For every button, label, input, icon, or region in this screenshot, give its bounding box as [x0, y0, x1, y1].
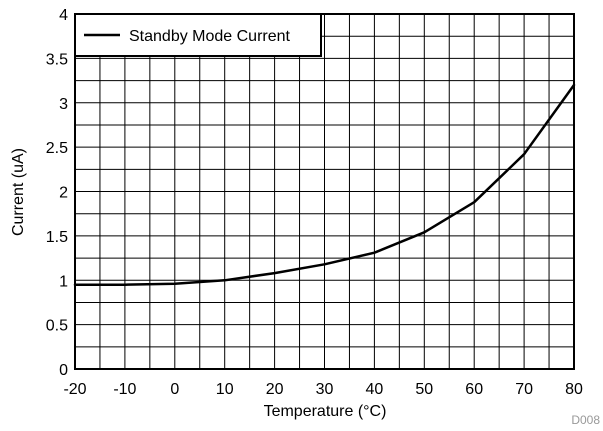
data-point	[423, 231, 426, 234]
y-axis-title: Current (uA)	[10, 148, 27, 236]
y-tick-label: 1.5	[46, 229, 68, 246]
x-tick-label: 30	[316, 381, 334, 398]
y-tick-label: 0.5	[46, 318, 68, 335]
data-point	[273, 272, 276, 275]
legend: Standby Mode Current	[74, 13, 322, 57]
plot-frame	[74, 13, 575, 370]
data-point	[173, 282, 176, 285]
x-axis-title: Temperature (°C)	[264, 403, 387, 420]
series-layer	[73, 83, 576, 286]
data-point	[323, 263, 326, 266]
x-tick-label: 50	[415, 381, 433, 398]
x-tick-label: 0	[170, 381, 179, 398]
y-tick-label: 4	[59, 7, 68, 24]
data-point	[373, 251, 376, 254]
y-tick-label: 2.5	[46, 140, 68, 157]
grid	[75, 14, 574, 369]
x-tick-label: 10	[216, 381, 234, 398]
x-tick-label: -20	[63, 381, 86, 398]
y-tick-label: 3	[59, 96, 68, 113]
x-tick-label: -10	[113, 381, 136, 398]
x-tick-label: 70	[515, 381, 533, 398]
x-tick-label: 20	[266, 381, 284, 398]
data-point	[123, 283, 126, 286]
y-tick-label: 0	[59, 362, 68, 379]
data-point	[473, 201, 476, 204]
y-tick-label: 1	[59, 273, 68, 290]
legend-box	[74, 13, 322, 57]
x-tick-label: 80	[565, 381, 583, 398]
data-point	[523, 153, 526, 156]
x-tick-label: 60	[465, 381, 483, 398]
legend-label: Standby Mode Current	[129, 28, 291, 45]
x-tick-label: 40	[366, 381, 384, 398]
y-tick-label: 2	[59, 185, 68, 202]
y-tick-label: 3.5	[46, 51, 68, 68]
data-point	[223, 279, 226, 282]
figure-id-annotation: D008	[571, 413, 600, 426]
tick-labels: -20 -10 0 10 20 30 40 50 60 70 80 0 0.5 1 1.5 2 2.5 3 3.5 4	[46, 7, 583, 398]
